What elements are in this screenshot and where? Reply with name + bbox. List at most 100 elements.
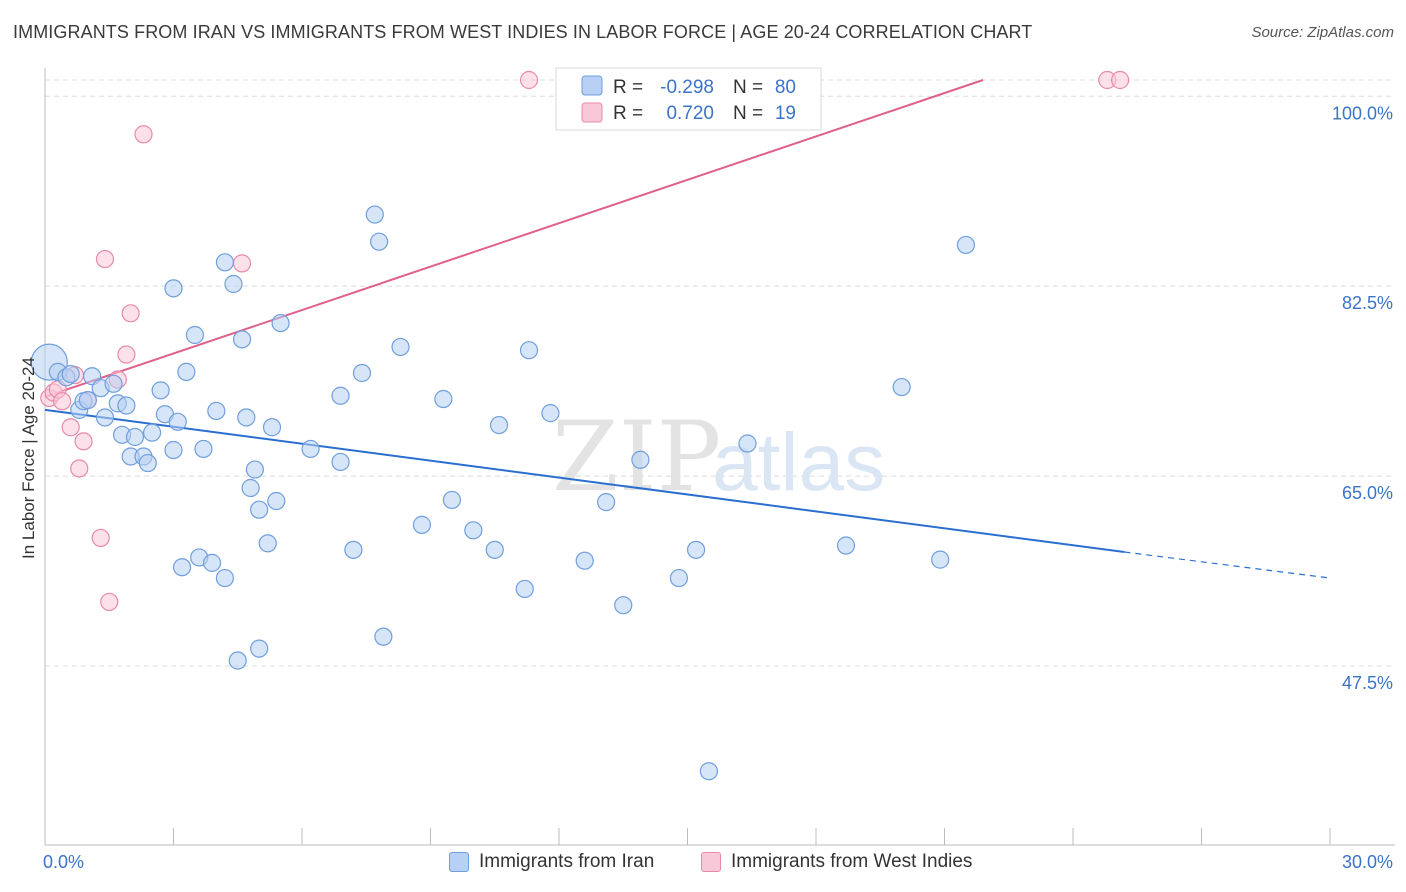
x-axis-max-label: 30.0% [1341, 852, 1393, 872]
y-tick-label-2: 82.5% [1342, 293, 1393, 313]
point-west_indies-17 [519, 70, 539, 90]
point-iran-52 [374, 627, 393, 646]
point-iran-42 [262, 418, 282, 437]
point-iran-67 [669, 568, 689, 588]
y-tick-label-1: 65.0% [1342, 483, 1393, 503]
point-iran-44 [271, 313, 290, 333]
trend-line-extension-iran [1124, 551, 1331, 579]
legend-swatch-west-indies [581, 102, 603, 123]
legend-label-iran: Immigrants from Iran [479, 851, 655, 872]
point-iran-36 [237, 408, 256, 427]
legend-item-iran[interactable]: Immigrants from Iran [449, 851, 654, 873]
legend-r-label-west-indies: R = [613, 103, 643, 124]
legend-r-value-iran: -0.298 [660, 77, 714, 98]
point-west_indies-7 [74, 432, 93, 451]
legend-item-west-indies[interactable]: Immigrants from West Indies [701, 851, 972, 873]
point-iran-29 [202, 553, 222, 572]
legend-n-value-iran: 80 [775, 77, 796, 98]
point-iran-24 [172, 558, 192, 577]
point-iran-57 [464, 521, 483, 540]
point-west_indies-19 [1111, 70, 1130, 90]
source-label: Source: ZipAtlas.com [1251, 24, 1394, 41]
legend-swatch-west-indies [701, 852, 721, 872]
point-iran-49 [352, 363, 372, 383]
y-tick-labels: 47.5% 65.0% 82.5% 100.0% [1332, 103, 1393, 693]
point-iran-70 [699, 762, 719, 781]
point-west_indies-15 [134, 125, 153, 144]
point-west_indies-13 [117, 345, 136, 364]
point-iran-71 [836, 536, 856, 555]
point-west_indies-3 [53, 392, 72, 411]
trend-lines [44, 79, 1331, 579]
point-west_indies-9 [91, 528, 110, 548]
point-iran-32 [215, 568, 234, 588]
point-iran-47 [331, 386, 350, 405]
point-iran-53 [391, 337, 410, 357]
point-iran-40 [250, 639, 269, 658]
point-iran-45 [301, 439, 320, 459]
point-iran-59 [489, 415, 509, 435]
point-iran-15 [125, 427, 145, 447]
point-iran-48 [344, 540, 363, 559]
point-iran-9 [95, 408, 115, 427]
legend-n-label-iran: N = [733, 77, 763, 98]
point-iran-35 [232, 330, 252, 349]
legend-swatch-iran [449, 852, 469, 872]
trend-line-west_indies [44, 79, 984, 398]
point-iran-50 [365, 205, 384, 224]
data-points [30, 70, 1130, 781]
axes [44, 68, 1395, 846]
point-west_indies-14 [121, 304, 140, 323]
point-iran-31 [215, 253, 234, 272]
point-iran-60 [515, 579, 534, 599]
point-iran-58 [485, 540, 504, 559]
point-iran-54 [412, 515, 432, 534]
point-iran-38 [245, 460, 264, 479]
point-iran-55 [434, 389, 453, 409]
point-iran-69 [738, 434, 757, 453]
y-tick-label-0: 47.5% [1342, 673, 1393, 693]
point-iran-66 [631, 450, 650, 469]
watermark-atlas: atlas [712, 417, 885, 508]
point-iran-3 [61, 364, 80, 384]
legend-label-west-indies: Immigrants from West Indies [731, 851, 973, 872]
point-iran-10 [104, 374, 123, 393]
point-iran-34 [228, 651, 247, 670]
y-tick-label-3: 100.0% [1332, 103, 1393, 123]
point-iran-61 [519, 341, 539, 360]
point-iran-62 [541, 404, 560, 423]
point-iran-72 [892, 377, 911, 397]
point-iran-64 [597, 493, 616, 512]
point-iran-73 [931, 550, 950, 569]
point-west_indies-10 [95, 249, 115, 269]
point-iran-18 [142, 423, 162, 442]
legend-r-value-west-indies: 0.720 [666, 103, 714, 124]
point-iran-26 [185, 325, 205, 345]
point-west_indies-11 [100, 592, 119, 612]
point-iran-41 [258, 534, 277, 553]
point-west_indies-6 [70, 459, 89, 478]
trend-line-iran [44, 408, 1125, 554]
legend-r-label-iran: R = [613, 77, 643, 98]
point-west_indies-4 [61, 418, 80, 437]
point-iran-28 [194, 439, 213, 459]
legend-n-value-west-indies: 19 [775, 103, 796, 124]
point-iran-13 [117, 396, 136, 415]
point-iran-74 [956, 235, 976, 255]
point-iran-22 [164, 440, 183, 460]
series-legend: Immigrants from Iran Immigrants from Wes… [0, 851, 1406, 879]
point-iran-46 [331, 452, 350, 472]
legend-swatch-iran [581, 75, 603, 96]
point-iran-51 [370, 232, 389, 251]
point-iran-33 [224, 274, 243, 294]
point-iran-30 [207, 401, 226, 421]
point-iran-39 [250, 500, 269, 519]
point-iran-43 [267, 491, 286, 511]
point-iran-17 [138, 453, 157, 473]
x-axis-min-label: 0.0% [43, 852, 85, 872]
point-iran-37 [241, 478, 260, 498]
point-iran-56 [442, 490, 462, 510]
point-iran-63 [575, 551, 594, 570]
chart-title: IMMIGRANTS FROM IRAN VS IMMIGRANTS FROM … [13, 22, 1033, 42]
